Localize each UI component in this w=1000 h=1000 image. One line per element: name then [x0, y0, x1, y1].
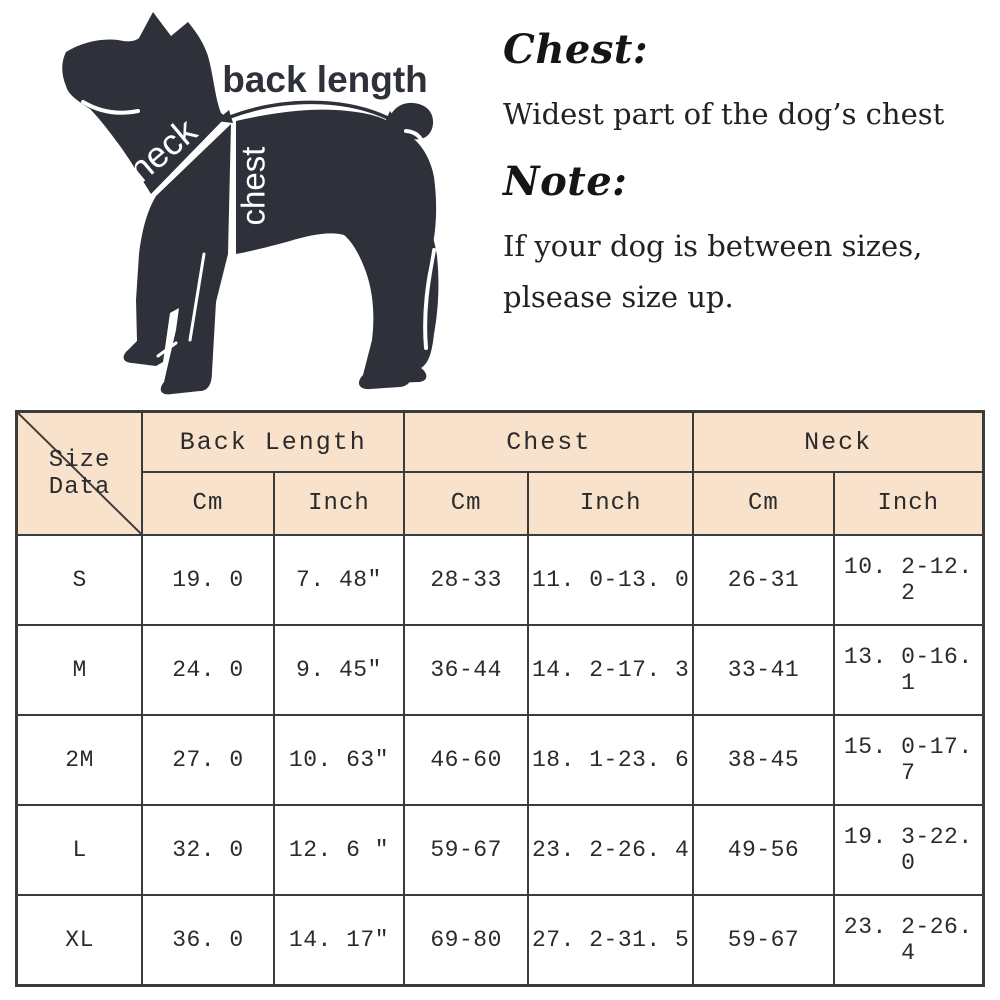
table-row-xl: XL 36. 0 14. 17″ 69-80 27. 2-31. 5 59-67…	[15, 894, 985, 987]
back-length-label: back length	[222, 59, 428, 100]
chest-inch-cell: 11. 0-13. 0	[526, 534, 695, 626]
neck-cm-cell: 38-45	[692, 714, 835, 806]
dog-measurement-diagram: neck chest back length	[62, 12, 439, 395]
chest-description: Widest part of the dog’s chest	[503, 97, 945, 131]
back-inch-cell: 12. 6 ″	[272, 804, 406, 896]
table-row-2m: 2M 27. 0 10. 63″ 46-60 18. 1-23. 6 38-45…	[15, 714, 985, 806]
chest-inch-cell: 23. 2-26. 4	[526, 804, 695, 896]
jaw-highlight-line	[81, 100, 140, 115]
dog-shoulder-front-legs	[123, 124, 231, 395]
back-inch-cell: 7. 48″	[272, 534, 406, 626]
corner-diagonal-line	[18, 413, 142, 534]
table-row-s: S 19. 0 7. 48″ 28-33 11. 0-13. 0 26-31 1…	[15, 534, 985, 626]
chest-label: chest	[235, 147, 272, 226]
back-cm-cell: 32. 0	[141, 804, 275, 896]
note-heading: Note:	[503, 157, 628, 205]
group-header-chest: Chest	[403, 410, 695, 473]
neck-cm-cell: 33-41	[692, 624, 835, 716]
neck-inch-cell: 10. 2-12. 2	[832, 534, 985, 626]
size-name-cell: L	[15, 804, 144, 896]
back-inch-cell: 14. 17″	[272, 894, 406, 987]
corner-label: Size Data	[48, 446, 111, 501]
notes-block: Chest: Widest part of the dog’s chest No…	[503, 26, 988, 336]
unit-header-chest-inch: Inch	[526, 471, 695, 536]
neck-cm-cell: 49-56	[692, 804, 835, 896]
chest-inch-cell: 14. 2-17. 3	[526, 624, 695, 716]
back-cm-cell: 19. 0	[141, 534, 275, 626]
table-row-m: M 24. 0 9. 45″ 36-44 14. 2-17. 3 33-41 1…	[15, 624, 985, 716]
chest-cm-cell: 46-60	[403, 714, 529, 806]
chest-cm-cell: 28-33	[403, 534, 529, 626]
note-text: If your dog is between sizes, plsease si…	[503, 221, 988, 323]
far-front-paw-notch	[156, 341, 178, 358]
note-line-1: If your dog is between sizes,	[503, 228, 923, 263]
dog-body	[236, 102, 437, 390]
neck-cm-cell: 59-67	[692, 894, 835, 987]
chest-inch-cell: 18. 1-23. 6	[526, 714, 695, 806]
back-inch-cell: 9. 45″	[272, 624, 406, 716]
table-row-l: L 32. 0 12. 6 ″ 59-67 23. 2-26. 4 49-56 …	[15, 804, 985, 896]
unit-header-chest-cm: Cm	[403, 471, 529, 536]
back-inch-cell: 10. 63″	[272, 714, 406, 806]
chest-heading: Chest:	[503, 26, 649, 73]
chest-cm-cell: 36-44	[403, 624, 529, 716]
unit-header-back-cm: Cm	[141, 471, 275, 536]
back-cm-cell: 24. 0	[141, 624, 275, 716]
group-header-neck: Neck	[692, 410, 985, 473]
corner-header-cell: Size Data	[15, 410, 144, 536]
neck-inch-cell: 19. 3-22. 0	[832, 804, 985, 896]
dog-head-neck	[62, 12, 226, 194]
size-name-cell: XL	[15, 894, 144, 987]
back-length-arrow-shaft	[229, 100, 393, 122]
back-length-arrowhead-right	[384, 111, 400, 125]
hind-leg-separator-line	[423, 248, 436, 350]
unit-header-neck-inch: Inch	[832, 471, 985, 536]
size-name-cell: S	[15, 534, 144, 626]
group-header-back-length: Back Length	[141, 410, 406, 473]
unit-header-back-inch: Inch	[272, 471, 406, 536]
size-table: Size Data Back Length Chest Neck Cm Inch…	[15, 410, 985, 987]
note-line-2: plsease size up.	[503, 279, 734, 314]
tail-curl-highlight	[404, 129, 426, 148]
neck-inch-cell: 23. 2-26. 4	[832, 894, 985, 987]
size-name-cell: 2M	[15, 714, 144, 806]
chest-inch-cell: 27. 2-31. 5	[526, 894, 695, 987]
unit-header-neck-cm: Cm	[692, 471, 835, 536]
back-cm-cell: 27. 0	[141, 714, 275, 806]
chest-cm-cell: 69-80	[403, 894, 529, 987]
neck-inch-cell: 15. 0-17. 7	[832, 714, 985, 806]
size-name-cell: M	[15, 624, 144, 716]
chest-cm-cell: 59-67	[403, 804, 529, 896]
front-leg-separator-line	[188, 252, 206, 342]
back-cm-cell: 36. 0	[141, 894, 275, 987]
neck-cm-cell: 26-31	[692, 534, 835, 626]
back-length-arrowhead-left	[216, 110, 233, 123]
neck-inch-cell: 13. 0-16. 1	[832, 624, 985, 716]
